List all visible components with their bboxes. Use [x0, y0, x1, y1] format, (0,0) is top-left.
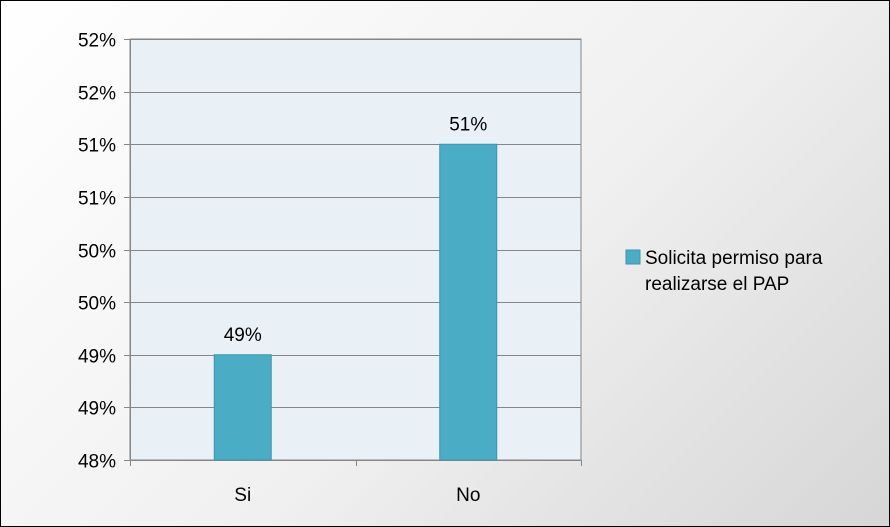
x-category-label: No — [456, 485, 480, 506]
y-tick-label: 49% — [78, 399, 116, 420]
legend-swatch — [625, 249, 641, 265]
x-category-label: Si — [234, 485, 251, 506]
legend-label: realizarse el PAP — [645, 274, 789, 295]
y-tick-label: 52% — [78, 84, 116, 105]
legend-label: Solicita permiso para — [645, 248, 823, 269]
y-tick-label: 48% — [78, 452, 116, 473]
plot-area — [129, 38, 582, 461]
y-tick-label: 50% — [78, 294, 116, 315]
y-tick-label: 50% — [78, 242, 116, 263]
y-tick-label: 52% — [78, 31, 116, 52]
y-tick-label: 49% — [78, 347, 116, 368]
y-tick-label: 51% — [78, 136, 116, 157]
y-tick-label: 51% — [78, 189, 116, 210]
data-label: 49% — [224, 325, 262, 346]
bar — [439, 143, 498, 461]
data-label: 51% — [449, 114, 487, 135]
bar — [213, 354, 272, 461]
